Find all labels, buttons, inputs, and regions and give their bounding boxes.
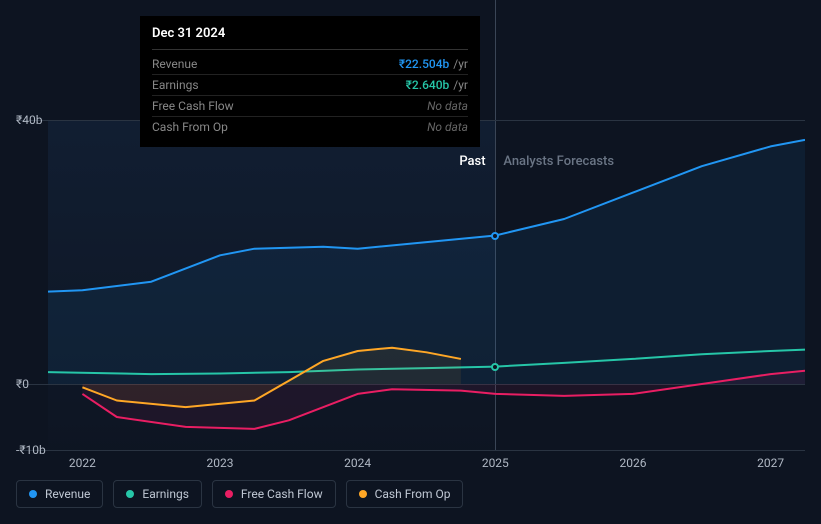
tooltip-label: Free Cash Flow	[152, 99, 234, 113]
y-axis-label: ₹0	[16, 377, 29, 391]
tooltip-label: Earnings	[152, 78, 199, 92]
chart-svg	[16, 120, 805, 460]
y-axis-label: -₹10b	[16, 443, 46, 457]
y-axis-label: ₹40b	[16, 113, 42, 127]
legend-label: Earnings	[142, 487, 189, 501]
legend-item-revenue[interactable]: Revenue	[16, 480, 103, 508]
legend-dot-icon	[126, 490, 134, 498]
tooltip-row: Cash From Op No data	[152, 117, 468, 137]
legend-label: Revenue	[45, 487, 90, 501]
tooltip-row: Free Cash Flow No data	[152, 96, 468, 117]
legend-label: Free Cash Flow	[241, 487, 323, 501]
tooltip-label: Cash From Op	[152, 120, 228, 134]
series-marker	[491, 232, 499, 240]
chart-tooltip: Dec 31 2024 Revenue ₹22.504b/yr Earnings ₹…	[140, 16, 480, 147]
tooltip-suffix: /yr	[453, 78, 468, 92]
legend-item-free-cash-flow[interactable]: Free Cash Flow	[212, 480, 336, 508]
tooltip-rows: Revenue ₹22.504b/yr Earnings ₹2.640b/yr Fr…	[152, 54, 468, 137]
tooltip-value: ₹22.504b	[399, 57, 449, 71]
x-axis-label: 2026	[619, 456, 646, 470]
chart-legend: Revenue Earnings Free Cash Flow Cash Fro…	[16, 480, 463, 508]
tooltip-nodata: No data	[427, 120, 468, 134]
series-marker	[491, 363, 499, 371]
tooltip-nodata: No data	[427, 99, 468, 113]
legend-label: Cash From Op	[375, 487, 451, 501]
x-axis-label: 2024	[344, 456, 371, 470]
legend-dot-icon	[359, 490, 367, 498]
legend-item-earnings[interactable]: Earnings	[113, 480, 202, 508]
x-axis-label: 2025	[482, 456, 509, 470]
tooltip-date: Dec 31 2024	[152, 26, 468, 50]
tooltip-row: Revenue ₹22.504b/yr	[152, 54, 468, 75]
legend-dot-icon	[225, 490, 233, 498]
x-axis-label: 2023	[207, 456, 234, 470]
tooltip-suffix: /yr	[453, 57, 468, 71]
legend-dot-icon	[29, 490, 37, 498]
financial-chart: Past Analysts Forecasts ₹40b₹0-₹10b20222…	[16, 120, 805, 460]
x-axis-label: 2022	[69, 456, 96, 470]
tooltip-row: Earnings ₹2.640b/yr	[152, 75, 468, 96]
tooltip-label: Revenue	[152, 57, 197, 71]
legend-item-cash-from-op[interactable]: Cash From Op	[346, 480, 464, 508]
tooltip-value: ₹2.640b	[406, 78, 450, 92]
x-axis-label: 2027	[757, 456, 784, 470]
